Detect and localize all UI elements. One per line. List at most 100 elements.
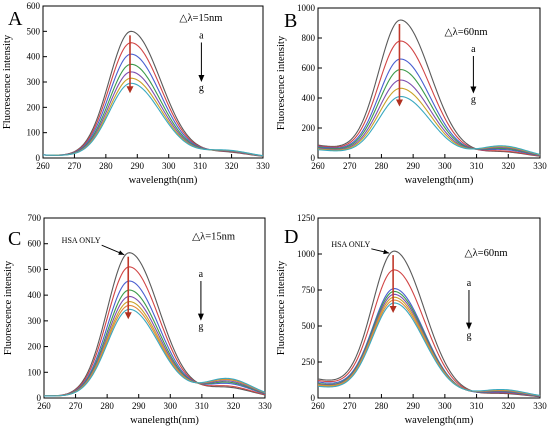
y-tick-label: 0: [36, 153, 41, 163]
series-line-b: [42, 42, 264, 157]
arrow-end-label: g: [471, 95, 476, 106]
plot-frame: [317, 7, 541, 159]
y-tick-label: 250: [302, 357, 316, 367]
arrow-end-label: g: [198, 322, 203, 333]
series-line-g: [317, 95, 541, 155]
series-line-e: [317, 79, 541, 156]
delta-lambda-annotation: △λ=60nm: [445, 27, 488, 38]
hsa-only-callout: HSA ONLY: [62, 236, 101, 245]
y-tick-label: 1250: [297, 213, 316, 223]
x-tick-label: 280: [100, 401, 114, 411]
series-line-f: [317, 299, 541, 397]
y-tick-label: 500: [302, 321, 316, 331]
x-tick-label: 260: [311, 161, 325, 171]
y-tick-label: 400: [28, 290, 42, 300]
x-tick-label: 300: [162, 161, 176, 171]
callout-arrow-head: [118, 250, 125, 255]
series-line-b: [43, 280, 266, 397]
panel-b: 260 270 280 290 300 310 320 330 0 200 400 600 800 100…: [276, 3, 547, 186]
y-tick-label: 1000: [297, 3, 316, 13]
panel-d: 260 270 280 290 300 310 320 330 0 250 500 750 1000 12…: [276, 213, 547, 426]
y-tick-label: 200: [28, 342, 42, 352]
peak-arrow-head: [395, 99, 403, 107]
plot-frame: [317, 217, 541, 399]
series-line-d: [317, 293, 541, 397]
x-tick-label: 270: [69, 401, 83, 411]
x-tick-label: 300: [438, 401, 452, 411]
y-tick-label: 800: [302, 33, 316, 43]
x-tick-label: 330: [533, 401, 547, 411]
series-line-a: [43, 266, 266, 397]
x-tick-label: 330: [533, 161, 547, 171]
x-tick-label: 280: [99, 161, 113, 171]
y-tick-label: 200: [27, 102, 41, 112]
y-tick-label: 600: [27, 1, 41, 11]
series-line-hsa-only: [317, 250, 541, 398]
y-axis-label: Fluorescence intensity: [2, 34, 13, 129]
x-tick-label: 270: [68, 161, 82, 171]
peak-arrow-head: [389, 305, 397, 313]
panel-letter: B: [284, 10, 297, 32]
y-tick-label: 0: [311, 153, 316, 163]
x-axis-label: wavelength(nm): [405, 415, 474, 426]
x-tick-label: 270: [343, 161, 357, 171]
x-tick-label: 260: [311, 401, 325, 411]
y-tick-label: 700: [28, 213, 42, 223]
y-tick-label: 0: [311, 393, 316, 403]
x-tick-label: 320: [502, 401, 516, 411]
y-tick-label: 100: [27, 128, 41, 138]
panel-letter: D: [284, 226, 298, 248]
x-tick-label: 320: [225, 161, 239, 171]
y-tick-label: 500: [27, 26, 41, 36]
series-line-g: [317, 302, 541, 397]
x-tick-label: 270: [343, 401, 357, 411]
series-line-b: [317, 288, 541, 397]
delta-lambda-annotation: △λ=15nm: [179, 13, 222, 24]
series-line-d: [317, 68, 541, 156]
series-line-b: [317, 40, 541, 157]
x-axis-label: wavelength(nm): [405, 175, 474, 186]
series-line-f: [317, 87, 541, 156]
x-axis-label: wanelength(nm): [130, 415, 199, 426]
series-line-d: [43, 295, 266, 397]
x-tick-label: 310: [470, 161, 484, 171]
callout-arrow-head: [383, 249, 390, 255]
x-tick-label: 310: [193, 161, 207, 171]
y-tick-label: 100: [28, 367, 42, 377]
series-line-a: [317, 19, 541, 157]
arrow-end-label: g: [199, 83, 204, 94]
hsa-only-callout: HSA ONLY: [331, 240, 370, 249]
delta-lambda-annotation: △λ=15nm: [192, 232, 235, 243]
arrow-start-label: a: [471, 44, 476, 55]
y-tick-label: 750: [302, 285, 316, 295]
x-tick-label: 330: [256, 161, 270, 171]
y-tick-label: 500: [28, 264, 42, 274]
series-line-g: [42, 82, 264, 157]
y-axis-label: Fluorescence intensity: [276, 260, 287, 355]
arrow-start-label: a: [467, 278, 472, 289]
y-tick-label: 200: [302, 123, 316, 133]
x-tick-label: 320: [502, 161, 516, 171]
order-arrow-head: [198, 75, 205, 82]
x-tick-label: 280: [375, 161, 389, 171]
panel-c: 260 270 280 290 300 310 320 330 0 100 200 300 400 500…: [3, 213, 272, 426]
panel-letter: A: [8, 8, 23, 30]
x-tick-label: 300: [164, 401, 178, 411]
order-arrow-head: [465, 322, 472, 330]
x-tick-label: 300: [438, 161, 452, 171]
y-tick-label: 0: [37, 393, 42, 403]
x-tick-label: 320: [227, 401, 241, 411]
plot-frame: [42, 5, 264, 159]
panel-letter: C: [8, 228, 21, 250]
series-line-a: [317, 269, 541, 398]
x-tick-label: 310: [470, 401, 484, 411]
y-tick-label: 1000: [297, 249, 316, 259]
series-line-c: [317, 58, 541, 157]
y-tick-label: 300: [27, 77, 41, 87]
series-line-a: [42, 30, 264, 157]
x-tick-label: 310: [195, 401, 209, 411]
x-tick-label: 260: [36, 161, 50, 171]
x-tick-label: 290: [131, 161, 145, 171]
y-tick-label: 400: [27, 52, 41, 62]
